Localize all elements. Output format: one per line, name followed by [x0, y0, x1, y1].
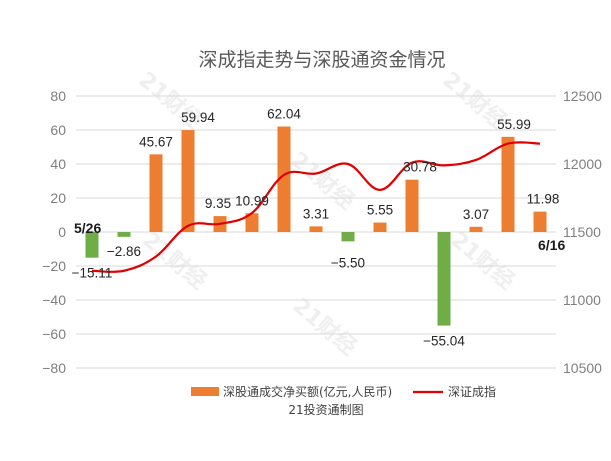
bar-value-label: −2.86 [107, 244, 141, 259]
left-axis: 80 60 40 20 0 −20 −40 −60 −80 [42, 88, 66, 376]
left-tick-label: 20 [50, 190, 66, 206]
bar-series [85, 126, 547, 326]
bar [309, 226, 323, 232]
bar [117, 232, 131, 237]
left-tick-label: −60 [42, 326, 66, 342]
bar [405, 179, 419, 232]
watermark-text: 21财经 [286, 147, 360, 215]
legend: 深股通成交净买额(亿元,人民币) 深证成指 [191, 384, 496, 399]
bar-value-label: 3.07 [463, 207, 489, 222]
left-tick-label: 60 [50, 122, 66, 138]
bar-value-label: 62.04 [267, 107, 301, 122]
left-tick-label: 40 [50, 156, 66, 172]
bar [469, 226, 483, 232]
bar-value-label: 59.94 [181, 110, 215, 125]
bar-value-label: 9.35 [205, 196, 231, 211]
bar-value-label: −15.11 [72, 266, 113, 281]
right-tick-label: 11500 [563, 224, 601, 240]
legend-line-label: 深证成指 [448, 384, 496, 399]
line-series [91, 141, 541, 273]
bar-value-label: 11.98 [527, 192, 560, 207]
bar-value-label: −5.50 [331, 255, 365, 270]
left-tick-label: −40 [42, 292, 66, 308]
legend-bar-label: 深股通成交净买额(亿元,人民币) [223, 384, 392, 399]
bar [85, 232, 99, 258]
watermark-text: 21财经 [446, 227, 520, 295]
bar [245, 213, 259, 232]
bar-value-label: 5.55 [367, 203, 393, 218]
chart-title: 深成指走势与深股通资金情况 [198, 49, 445, 71]
bar-value-label: 45.67 [139, 134, 173, 149]
right-tick-label: 10500 [563, 360, 602, 376]
bar-value-label: 3.31 [303, 206, 329, 221]
left-tick-label: −20 [42, 258, 66, 274]
bar-value-label: 10.99 [235, 193, 269, 208]
bar-value-label: −55.04 [423, 334, 465, 349]
line-path [91, 141, 541, 273]
watermark-text: 21财经 [288, 293, 362, 361]
start-date-label: 5/26 [74, 220, 101, 236]
bar-value-label: 55.99 [497, 117, 531, 132]
bar [373, 222, 387, 232]
bar [501, 136, 515, 232]
bar [437, 232, 451, 326]
right-tick-label: 12500 [563, 88, 602, 104]
right-axis: 12500 12000 11500 11000 10500 [563, 88, 602, 376]
legend-bar-swatch [191, 387, 219, 396]
right-tick-label: 11000 [563, 292, 601, 308]
left-tick-label: 80 [50, 88, 66, 104]
left-tick-label: 0 [58, 224, 66, 240]
bar [181, 130, 195, 232]
bar [533, 211, 547, 232]
bar-value-label: 30.78 [403, 160, 437, 175]
left-tick-label: −80 [42, 360, 66, 376]
bar-labels: −15.11 −2.86 45.67 59.94 9.35 10.99 62.04 3.31 −… [72, 107, 560, 349]
end-date-label: 6/16 [538, 237, 565, 253]
bar [341, 232, 355, 242]
right-tick-label: 12000 [563, 156, 602, 172]
bar [277, 126, 291, 232]
chart-credit: 21投资通制图 [288, 402, 363, 417]
bar [149, 154, 163, 232]
